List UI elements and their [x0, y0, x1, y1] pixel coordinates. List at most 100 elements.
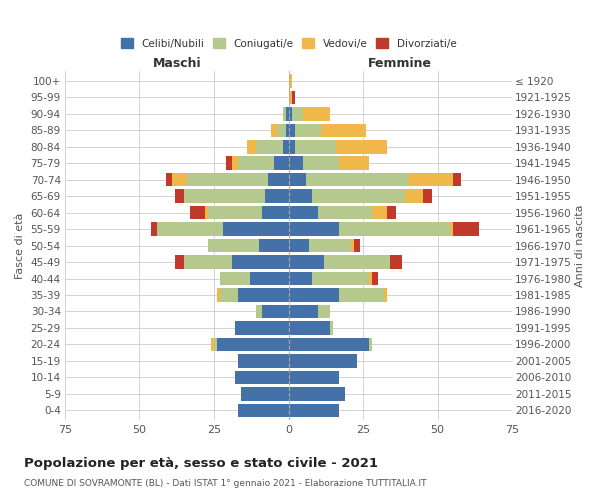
Bar [217, 288, 220, 302]
Bar [232, 256, 289, 269]
Bar [214, 338, 217, 351]
Bar [238, 156, 274, 170]
Bar [289, 107, 292, 120]
Bar [289, 90, 292, 104]
Bar [262, 206, 289, 220]
Bar [319, 304, 330, 318]
Bar [289, 140, 295, 153]
Bar [423, 190, 431, 203]
Bar [238, 288, 289, 302]
Bar [336, 140, 387, 153]
Bar [271, 124, 277, 137]
Bar [369, 338, 372, 351]
Bar [184, 190, 265, 203]
Bar [286, 124, 289, 137]
Bar [220, 288, 238, 302]
Bar [289, 190, 313, 203]
Bar [449, 222, 452, 236]
Bar [322, 124, 366, 137]
Bar [304, 156, 339, 170]
Bar [208, 206, 262, 220]
Y-axis label: Anni di nascita: Anni di nascita [575, 204, 585, 287]
Bar [289, 74, 292, 88]
Text: COMUNE DI SOVRAMONTE (BL) - Dati ISTAT 1° gennaio 2021 - Elaborazione TUTTITALIA: COMUNE DI SOVRAMONTE (BL) - Dati ISTAT 1… [24, 479, 427, 488]
Bar [319, 206, 372, 220]
Bar [238, 354, 289, 368]
Bar [172, 173, 187, 186]
Bar [369, 272, 372, 285]
Bar [190, 206, 205, 220]
Bar [283, 140, 289, 153]
Bar [408, 173, 452, 186]
Bar [277, 124, 286, 137]
Bar [265, 190, 289, 203]
Bar [289, 354, 357, 368]
Bar [387, 206, 396, 220]
Bar [339, 222, 449, 236]
Bar [166, 173, 172, 186]
Bar [175, 256, 184, 269]
Bar [313, 272, 369, 285]
Text: Femmine: Femmine [368, 57, 433, 70]
Bar [232, 156, 238, 170]
Bar [256, 304, 262, 318]
Bar [289, 173, 307, 186]
Bar [211, 338, 214, 351]
Y-axis label: Fasce di età: Fasce di età [15, 212, 25, 279]
Bar [175, 190, 184, 203]
Bar [259, 239, 289, 252]
Bar [226, 156, 232, 170]
Bar [452, 222, 479, 236]
Bar [292, 90, 295, 104]
Bar [187, 173, 268, 186]
Bar [286, 107, 289, 120]
Bar [235, 370, 289, 384]
Bar [289, 156, 304, 170]
Bar [220, 272, 250, 285]
Text: Popolazione per età, sesso e stato civile - 2021: Popolazione per età, sesso e stato civil… [24, 458, 378, 470]
Bar [289, 206, 319, 220]
Bar [262, 304, 289, 318]
Bar [268, 173, 289, 186]
Bar [241, 387, 289, 400]
Bar [339, 156, 369, 170]
Bar [390, 256, 402, 269]
Bar [289, 404, 339, 417]
Bar [325, 256, 390, 269]
Bar [289, 222, 339, 236]
Bar [372, 272, 378, 285]
Bar [217, 338, 289, 351]
Bar [151, 222, 157, 236]
Bar [289, 370, 339, 384]
Bar [157, 222, 223, 236]
Bar [208, 239, 259, 252]
Bar [184, 256, 232, 269]
Bar [289, 304, 319, 318]
Bar [304, 107, 330, 120]
Bar [289, 338, 369, 351]
Bar [289, 124, 295, 137]
Bar [384, 288, 387, 302]
Bar [256, 140, 283, 153]
Bar [289, 272, 313, 285]
Bar [247, 140, 256, 153]
Bar [310, 239, 351, 252]
Bar [289, 239, 310, 252]
Bar [235, 321, 289, 334]
Text: Maschi: Maschi [152, 57, 201, 70]
Bar [289, 256, 325, 269]
Bar [250, 272, 289, 285]
Bar [307, 173, 408, 186]
Bar [295, 124, 322, 137]
Bar [372, 206, 387, 220]
Bar [405, 190, 423, 203]
Bar [205, 206, 208, 220]
Bar [289, 288, 339, 302]
Bar [238, 404, 289, 417]
Legend: Celibi/Nubili, Coniugati/e, Vedovi/e, Divorziati/e: Celibi/Nubili, Coniugati/e, Vedovi/e, Di… [116, 34, 461, 53]
Bar [351, 239, 354, 252]
Bar [289, 387, 345, 400]
Bar [339, 288, 384, 302]
Bar [292, 107, 304, 120]
Bar [274, 156, 289, 170]
